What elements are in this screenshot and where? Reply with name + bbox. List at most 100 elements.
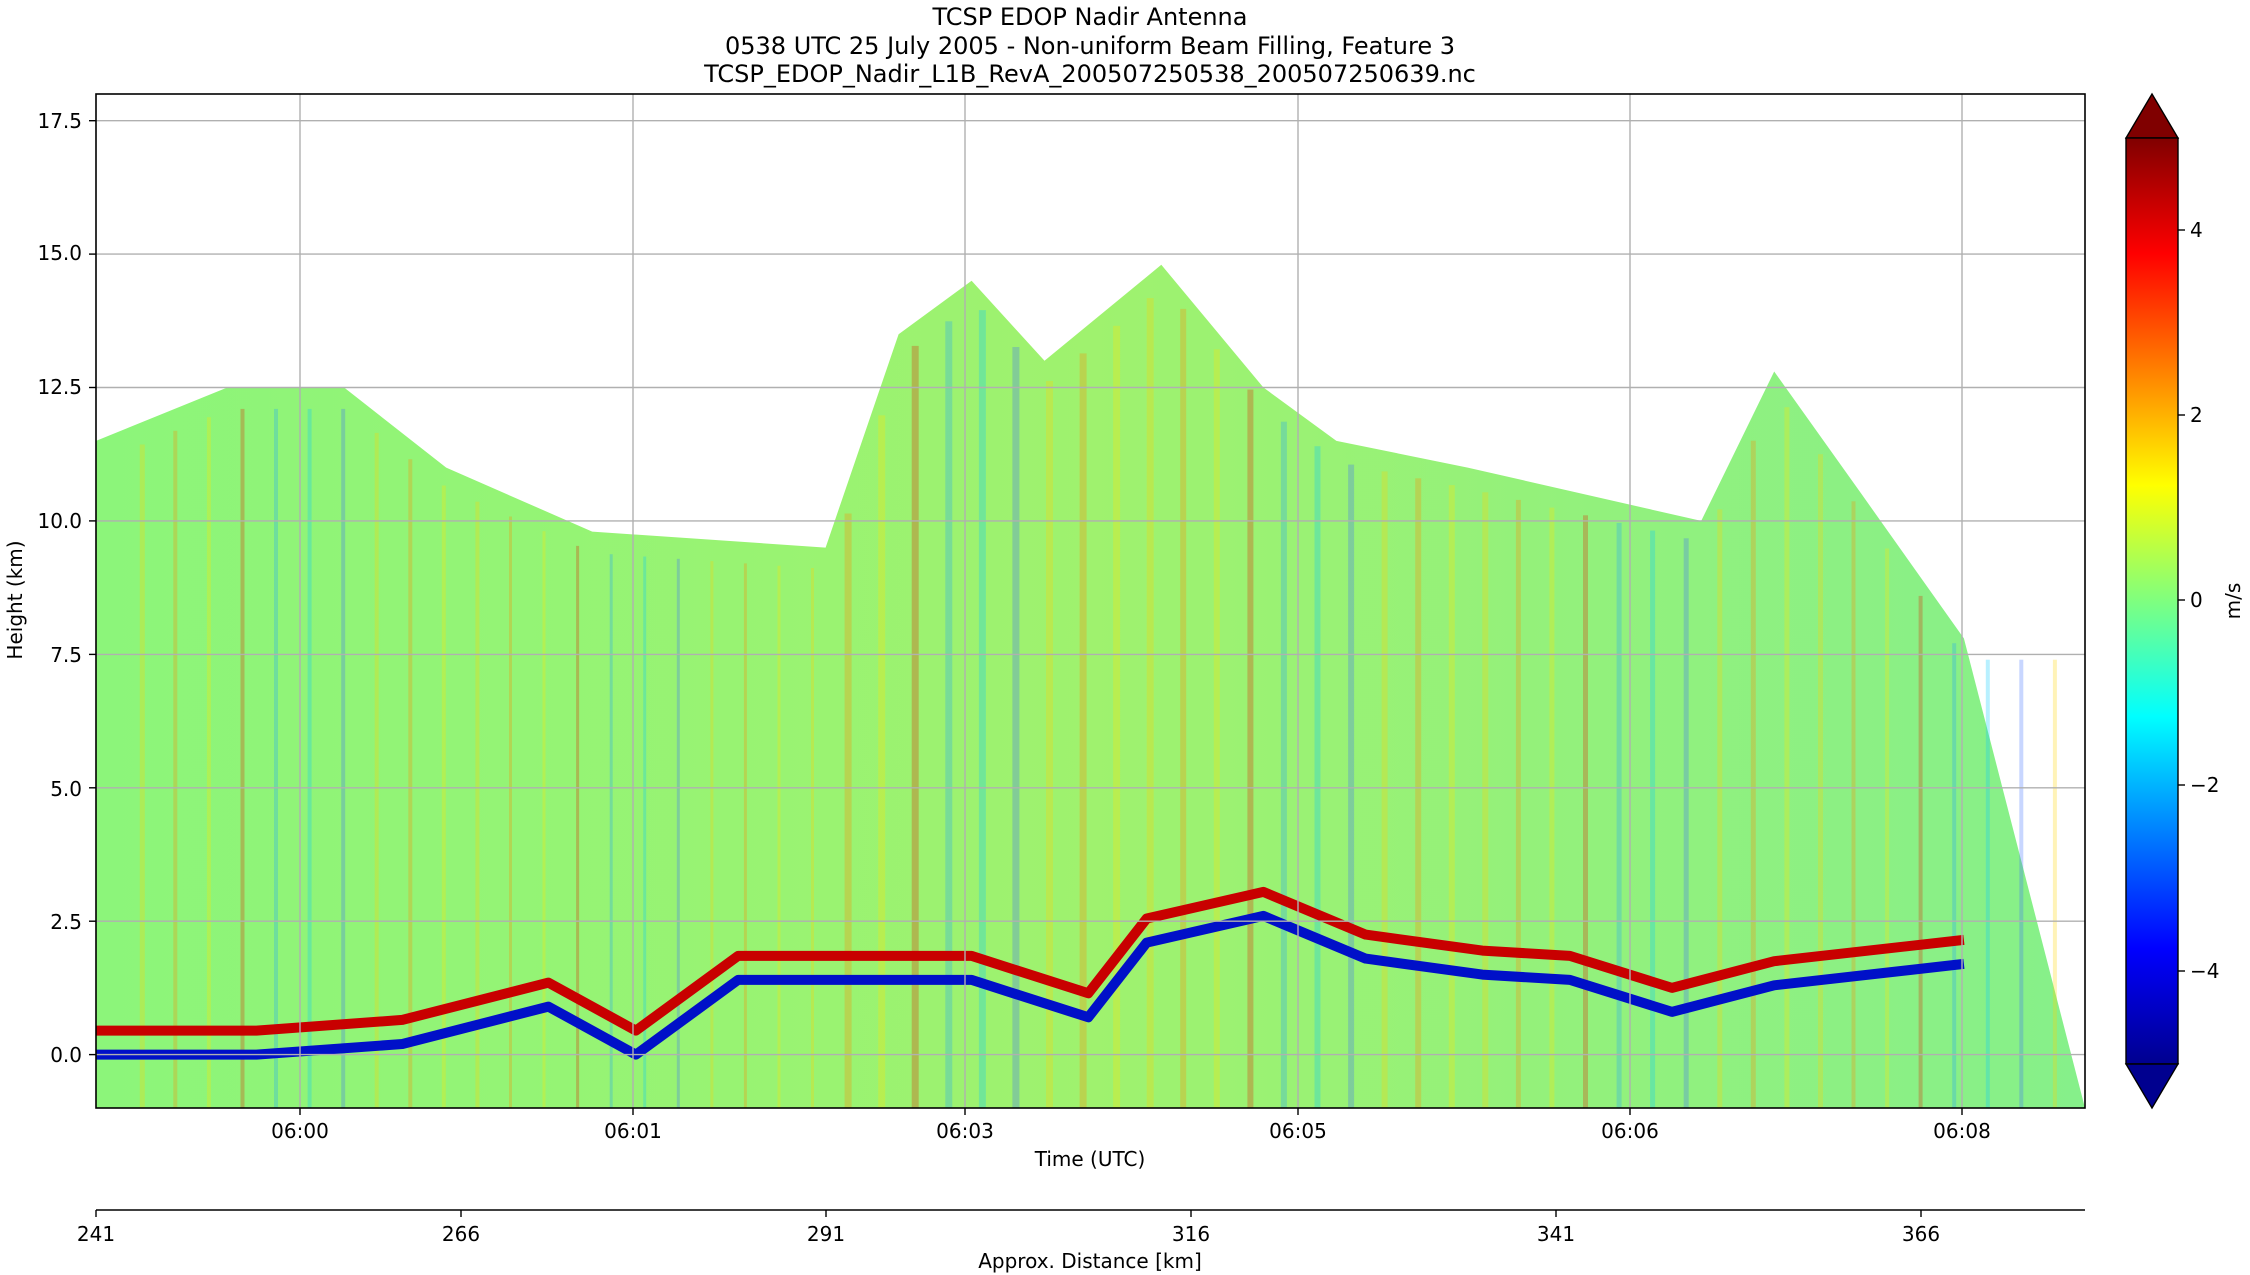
- fall-streak: [945, 321, 953, 1108]
- fall-streak: [1717, 509, 1723, 1108]
- fall-streak: [1750, 440, 1756, 1108]
- colorbar-extend-max: [2124, 92, 2180, 139]
- fall-streak: [1113, 325, 1121, 1108]
- fall-streak: [173, 430, 178, 1108]
- fall-streak: [978, 310, 986, 1108]
- y-tick-label: 0.0: [50, 1043, 82, 1067]
- colorbar-label: m/s: [2221, 583, 2245, 620]
- fall-streak: [307, 408, 312, 1108]
- colorbar-extend-min: [2124, 1063, 2180, 1110]
- y-tick-label: 2.5: [50, 910, 82, 934]
- distance-tick-label: 341: [1537, 1222, 1575, 1246]
- fall-streak: [206, 417, 211, 1108]
- fall-streak: [1381, 471, 1388, 1108]
- surface-echo-upper: [96, 886, 1965, 1036]
- fall-streak: [1885, 548, 1890, 1108]
- fall-streak: [710, 561, 714, 1108]
- fall-streak: [1515, 499, 1521, 1108]
- fall-streak: [1583, 515, 1588, 1108]
- x-tick-label: 06:03: [936, 1119, 994, 1143]
- fall-streak: [576, 545, 580, 1108]
- fall-streak: [1079, 353, 1087, 1108]
- plot-frame: [95, 93, 2086, 1109]
- fall-streak: [777, 565, 781, 1108]
- colorbar-tick-label: 2: [2190, 403, 2203, 427]
- fall-streak: [341, 408, 346, 1108]
- y-tick-label: 12.5: [37, 375, 82, 399]
- fall-streak: [1851, 501, 1856, 1108]
- fall-streak: [1046, 381, 1053, 1108]
- distance-tick-label: 316: [1172, 1222, 1210, 1246]
- fall-streak: [878, 415, 886, 1108]
- chart-title-line-3: TCSP_EDOP_Nadir_L1B_RevA_200507250538_20…: [703, 60, 1476, 88]
- fall-streak: [2019, 659, 2024, 1108]
- x-tick-label: 06:00: [271, 1119, 329, 1143]
- fall-streak: [240, 408, 245, 1108]
- fall-streak: [811, 568, 814, 1108]
- fall-streak: [1918, 595, 1923, 1108]
- y-tick-label: 5.0: [50, 777, 82, 801]
- x-tick-label: 06:06: [1601, 1119, 1659, 1143]
- fall-streak: [1448, 485, 1455, 1108]
- colorbar-tick-label: −4: [2190, 959, 2219, 983]
- fall-streak: [274, 408, 278, 1108]
- fall-streak: [743, 563, 747, 1108]
- fall-streak: [408, 459, 413, 1108]
- y-tick-label: 7.5: [50, 643, 82, 667]
- fall-streak: [1616, 522, 1622, 1108]
- fall-streak: [374, 432, 379, 1108]
- y-tick-label: 10.0: [37, 509, 82, 533]
- fall-streak: [1683, 538, 1689, 1108]
- y-tick-label: 15.0: [37, 241, 82, 265]
- distance-tick-label: 366: [1902, 1222, 1940, 1246]
- chart-title-line-2: 0538 UTC 25 July 2005 - Non-uniform Beam…: [725, 32, 1455, 60]
- chart-title-line-1: TCSP EDOP Nadir Antenna: [932, 3, 1248, 31]
- x-tick-label: 06:08: [1933, 1119, 1991, 1143]
- fall-streak: [1650, 530, 1656, 1108]
- y-axis: 0.0 2.5 5.0 7.5 10.0 12.5 15.0 17.5: [37, 109, 82, 1067]
- fall-streak: [1247, 389, 1254, 1108]
- fall-streak: [1146, 298, 1154, 1108]
- fall-streak: [609, 554, 613, 1108]
- fall-streak: [475, 501, 480, 1108]
- colorbar-tick-label: −2: [2190, 773, 2219, 797]
- fall-streak: [441, 485, 446, 1108]
- x-tick-label: 06:05: [1269, 1119, 1327, 1143]
- surface-echo-lower: [96, 910, 1965, 1060]
- fall-streak: [643, 556, 647, 1108]
- fall-streak: [1415, 478, 1422, 1108]
- fall-streak: [542, 531, 546, 1108]
- fall-streak: [1818, 454, 1823, 1108]
- fall-streak: [1280, 421, 1287, 1108]
- fall-streak: [1482, 492, 1489, 1108]
- colorbar-tick-label: 4: [2190, 218, 2203, 242]
- fall-streak: [139, 444, 145, 1108]
- fall-streak: [1180, 308, 1187, 1108]
- distance-axis-label: Approx. Distance [km]: [978, 1249, 1202, 1273]
- colorbar-tick-label: 0: [2190, 588, 2203, 612]
- fall-streak: [1314, 446, 1321, 1108]
- x-axis-label: Time (UTC): [1034, 1147, 1146, 1171]
- echo-region: [96, 264, 2085, 1108]
- grid: [89, 94, 2185, 1217]
- fall-streak: [911, 345, 919, 1108]
- fall-streak: [509, 516, 512, 1108]
- x-axis: 06:00 06:01 06:03 06:05 06:06 06:08: [271, 1119, 1991, 1143]
- fall-streak: [1952, 643, 1957, 1108]
- distance-tick-label: 241: [77, 1222, 115, 1246]
- fall-streak: [1348, 464, 1355, 1108]
- distance-tick-label: 291: [807, 1222, 845, 1246]
- colorbar-gradient: [2125, 137, 2179, 1065]
- fall-streak: [1784, 407, 1790, 1108]
- fall-streak: [844, 513, 852, 1108]
- distance-axis: 241 266 291 316 341 366: [77, 1222, 1940, 1246]
- y-axis-label: Height (km): [3, 540, 27, 659]
- y-tick-label: 17.5: [37, 109, 82, 133]
- fall-streak: [676, 558, 680, 1108]
- x-tick-label: 06:01: [604, 1119, 662, 1143]
- distance-tick-label: 266: [442, 1222, 480, 1246]
- fall-streak: [1012, 347, 1020, 1108]
- fall-streak: [1213, 349, 1220, 1108]
- fall-streak: [1549, 507, 1555, 1108]
